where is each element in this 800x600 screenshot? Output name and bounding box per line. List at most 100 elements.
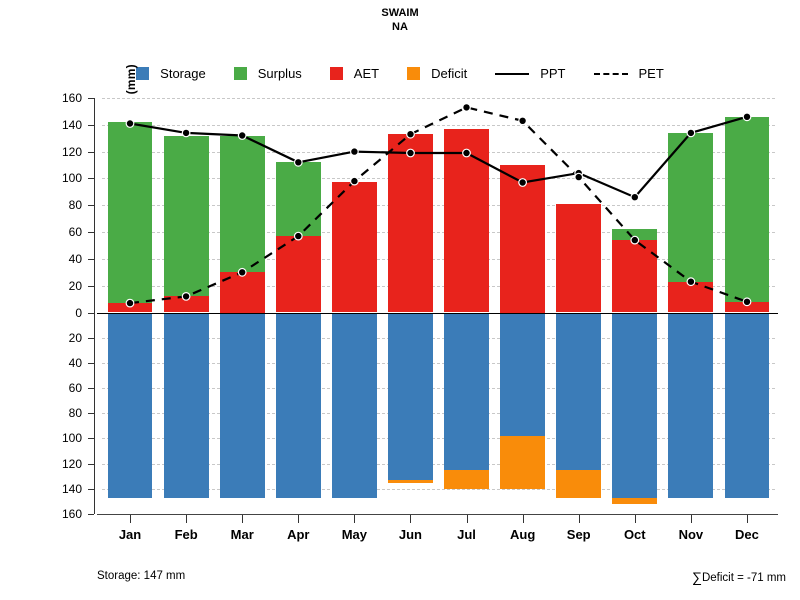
x-tick-label-apr: Apr bbox=[287, 527, 310, 542]
gridline bbox=[102, 463, 775, 465]
x-tick bbox=[186, 515, 188, 523]
marker-ppt bbox=[293, 157, 303, 167]
x-tick-label-nov: Nov bbox=[678, 527, 704, 542]
bar-segment-aet bbox=[500, 165, 546, 313]
marker-pet bbox=[181, 291, 191, 301]
gridline bbox=[102, 413, 775, 415]
y-tick bbox=[88, 438, 94, 440]
gridline bbox=[102, 178, 775, 180]
y-tick-label: 120 bbox=[61, 456, 82, 471]
bar-segment-deficit bbox=[612, 497, 658, 504]
bar-segment-storage bbox=[275, 312, 321, 498]
square-icon bbox=[329, 67, 343, 80]
bar-segment-storage bbox=[724, 312, 770, 498]
legend-label: AET bbox=[353, 66, 380, 81]
marker-pet bbox=[574, 172, 584, 182]
bar-segment-surplus bbox=[668, 132, 714, 282]
zero-axis-line bbox=[97, 312, 778, 314]
legend-label: Surplus bbox=[257, 66, 302, 81]
x-tick-label-jul: Jul bbox=[457, 527, 476, 542]
bar-segment-deficit bbox=[500, 435, 546, 489]
x-tick bbox=[578, 515, 580, 523]
y-tick bbox=[88, 514, 94, 515]
y-tick-label: 80 bbox=[68, 406, 82, 421]
x-tick bbox=[298, 515, 300, 523]
line-pet bbox=[129, 106, 748, 305]
bar-segment-surplus bbox=[275, 162, 321, 237]
x-tick bbox=[634, 515, 636, 523]
bar-segment-aet bbox=[444, 128, 489, 313]
square-icon bbox=[407, 67, 421, 80]
bar-segment-storage bbox=[668, 312, 714, 498]
bar-segment-aet bbox=[388, 134, 433, 313]
bar-segment-aet bbox=[556, 203, 602, 313]
legend-label: PPT bbox=[540, 66, 566, 81]
legend-label: PET bbox=[638, 66, 664, 81]
x-tick-label-jan: Jan bbox=[118, 527, 142, 542]
bar-segment-storage bbox=[388, 312, 433, 480]
deficit-sum-text: Deficit = -71 mm bbox=[701, 572, 786, 584]
line-ppt bbox=[129, 115, 748, 199]
x-tick-label-aug: Aug bbox=[509, 527, 536, 542]
marker-pet bbox=[293, 231, 303, 241]
deficit-sum-label: ∑Deficit = -71 mm bbox=[692, 569, 786, 585]
square-icon bbox=[136, 67, 150, 80]
marker-pet bbox=[349, 176, 359, 186]
marker-ppt bbox=[518, 178, 528, 187]
y-tick bbox=[88, 232, 94, 234]
x-tick bbox=[522, 515, 524, 523]
marker-ppt bbox=[630, 192, 640, 202]
y-tick-label: 20 bbox=[68, 278, 82, 293]
gridline bbox=[102, 124, 775, 126]
gridline bbox=[102, 232, 775, 234]
y-tick bbox=[88, 98, 94, 99]
marker-pet bbox=[237, 267, 247, 277]
y-tick bbox=[88, 413, 94, 415]
marker-ppt bbox=[349, 147, 359, 156]
y-tick-label: 120 bbox=[61, 144, 82, 159]
legend-item-ppt: PPT bbox=[495, 66, 566, 81]
legend-item-storage: Storage bbox=[136, 67, 206, 80]
gridline bbox=[102, 388, 775, 390]
gridline bbox=[102, 205, 775, 207]
gridline bbox=[102, 98, 775, 99]
y-tick bbox=[88, 258, 94, 260]
y-tick bbox=[88, 463, 94, 465]
y-tick bbox=[88, 124, 94, 126]
y-tick-label: 140 bbox=[61, 481, 82, 496]
x-tick-label-oct: Oct bbox=[623, 527, 646, 542]
x-tick-label-dec: Dec bbox=[735, 527, 759, 542]
bar-segment-storage bbox=[500, 312, 546, 436]
chart-legend: Storage Surplus AET Deficit PPT PET bbox=[0, 67, 800, 80]
x-tick bbox=[466, 515, 468, 523]
legend-item-deficit: Deficit bbox=[407, 67, 467, 80]
y-tick bbox=[88, 362, 94, 364]
y-tick bbox=[88, 151, 94, 153]
bar-segment-storage bbox=[444, 312, 489, 470]
x-tick bbox=[690, 515, 692, 523]
bar-segment-aet bbox=[163, 296, 209, 313]
bar-segment-aet bbox=[275, 236, 321, 313]
marker-pet bbox=[462, 102, 471, 112]
y-tick bbox=[88, 178, 94, 180]
bar-segment-deficit bbox=[388, 479, 433, 483]
marker-pet bbox=[630, 235, 640, 245]
y-tick bbox=[88, 388, 94, 390]
x-tick bbox=[746, 515, 748, 523]
y-tick-label: 60 bbox=[68, 225, 82, 240]
chart-title-block: SWAIM NA bbox=[0, 6, 800, 34]
x-tick-label-feb: Feb bbox=[174, 527, 198, 542]
y-tick-label: 0 bbox=[75, 305, 82, 320]
solid-line-icon bbox=[495, 72, 530, 75]
marker-ppt bbox=[462, 148, 471, 158]
marker-pet bbox=[742, 297, 752, 307]
y-tick-label: 40 bbox=[68, 355, 82, 370]
y-tick-label: 140 bbox=[61, 117, 82, 132]
gridline bbox=[102, 285, 775, 287]
y-tick bbox=[88, 488, 94, 490]
marker-pet bbox=[686, 277, 696, 287]
y-tick bbox=[88, 205, 94, 207]
lines-layer bbox=[125, 102, 752, 308]
y-tick-label: 80 bbox=[68, 198, 82, 213]
legend-label: Storage bbox=[160, 66, 206, 81]
